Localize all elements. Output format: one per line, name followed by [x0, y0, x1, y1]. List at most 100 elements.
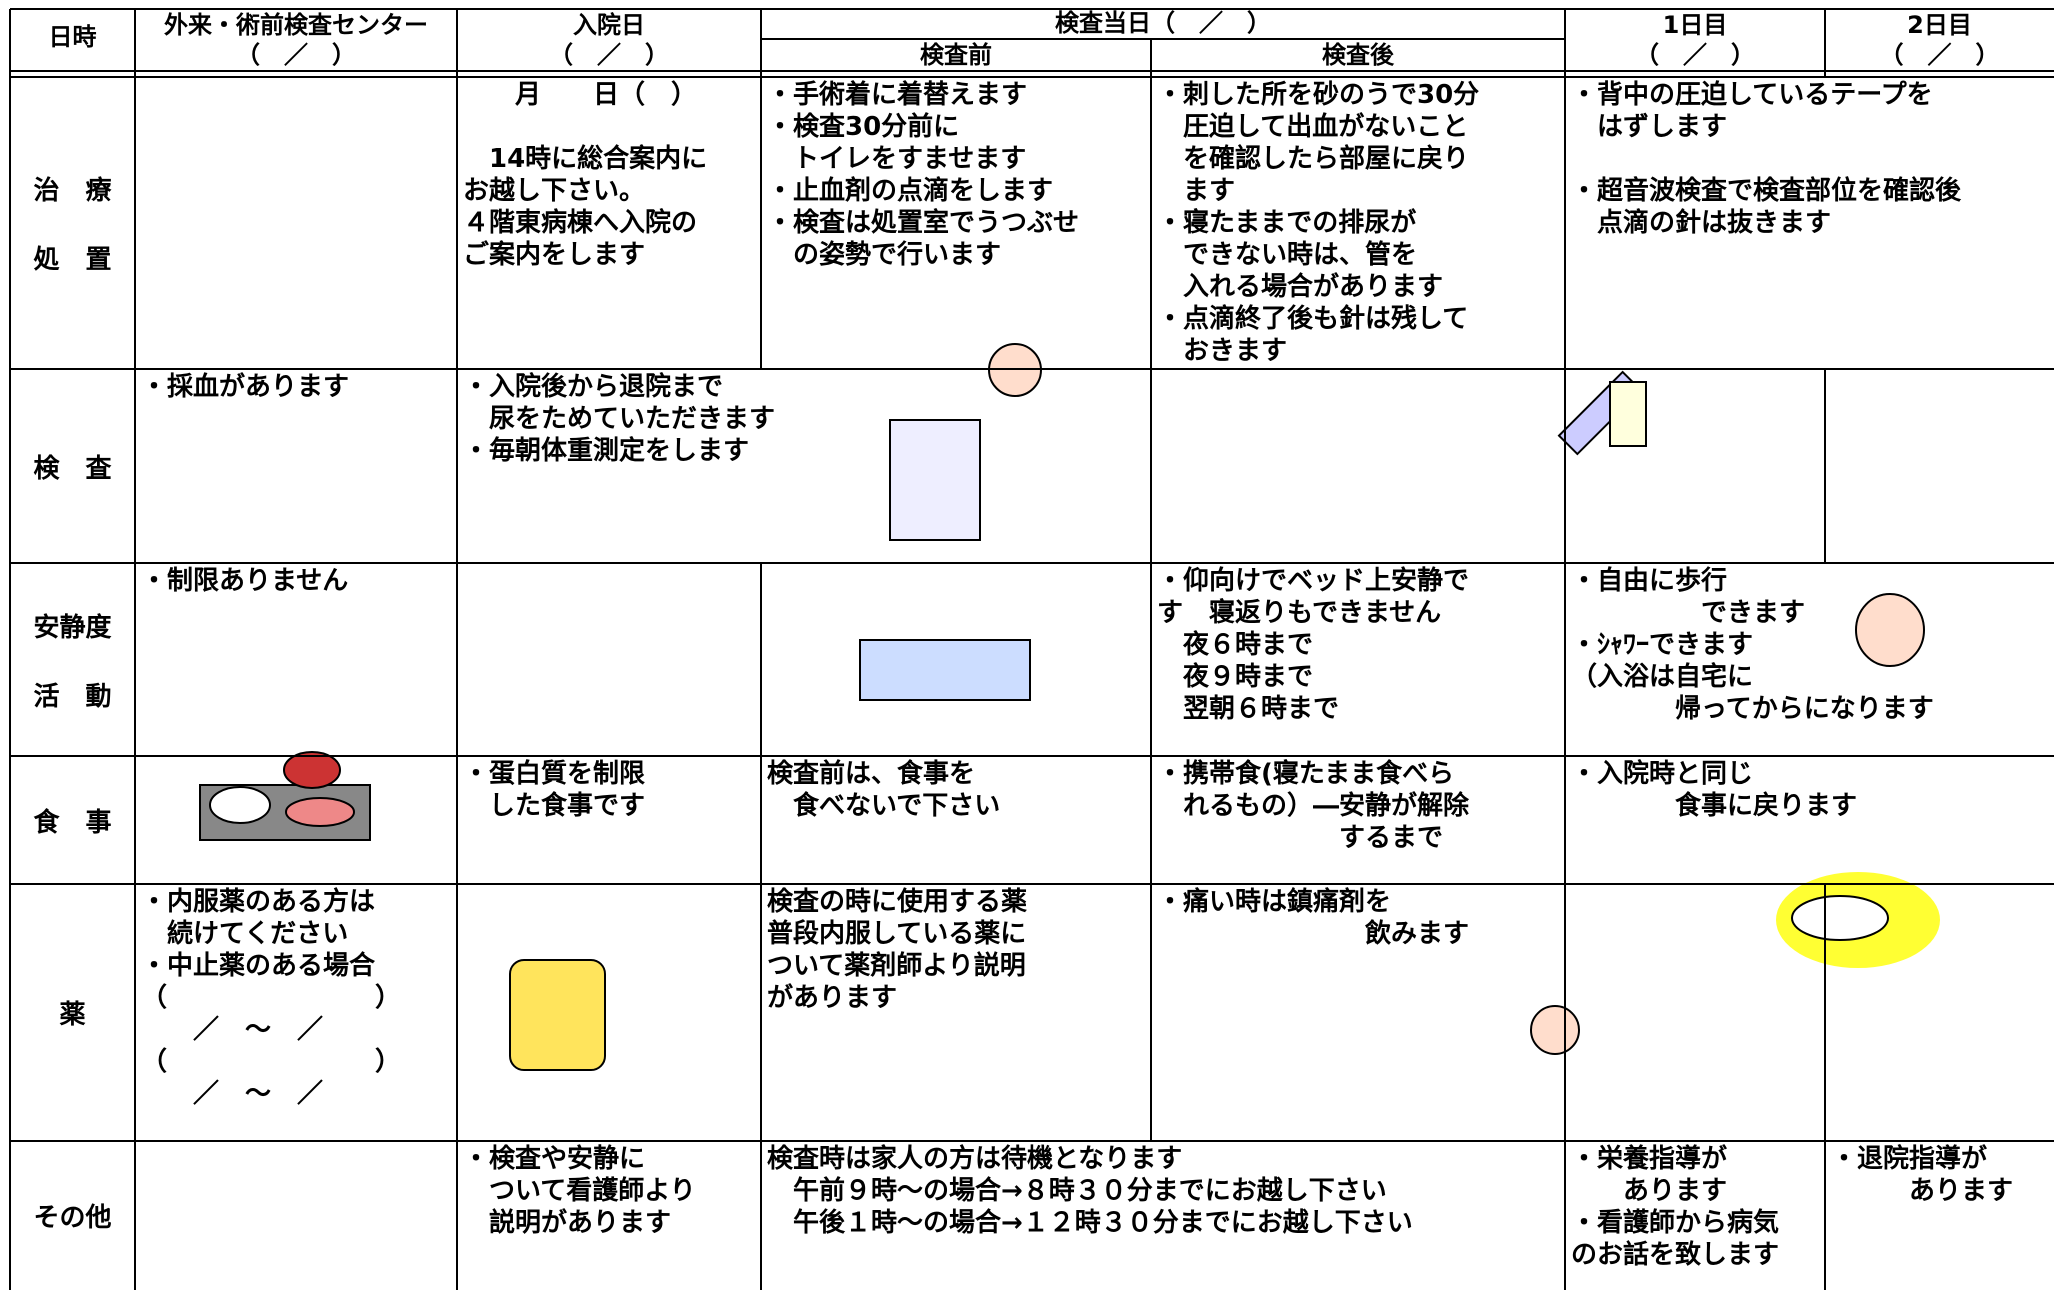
table-cell [1825, 884, 2054, 1141]
table-cell: 検査時は家人の方は待機となります 午前９時～の場合→８時３０分までにお越し下さい… [761, 1141, 1565, 1290]
fish-plate [285, 797, 355, 827]
cell-text: のお話を致します [1571, 1240, 1780, 1270]
table-cell: ・入院時と同じ 食事に戻ります [1565, 756, 2054, 884]
paragraph: 検査の時に使用する薬 普段内服している薬に ついて薬剤師より説明 があります [767, 886, 1145, 1014]
header-title: 外来・術前検査センター [164, 11, 428, 39]
row-label-line: 薬 [59, 1000, 86, 1030]
vial [1609, 381, 1647, 447]
child-shower [1855, 593, 1925, 667]
paragraph: 検査前は、食事を 食べないで下さい [767, 758, 1145, 822]
cell-text: 午後１時～の場合→１２時３０分までにお越し下さい [767, 1208, 1413, 1238]
table-cell: ・手術着に着替えます ・検査30分前に トイレをすませます ・止血剤の点滴をします・… [761, 77, 1151, 369]
cell-text: ・超音波検査で検査部位を確認後 [1571, 176, 1962, 206]
cell-text: あります [1831, 1176, 2014, 1206]
cell-text: ・刺した所を砂のうで30分 [1157, 80, 1480, 110]
cell-text: お越し下さい。 [463, 176, 646, 206]
table-cell: ・検査や安静に ついて看護師より 説明があります [457, 1141, 761, 1290]
cell-text: 食事に戻ります [1571, 791, 1858, 821]
header-date: （ ／ ） [1879, 41, 2000, 69]
table-cell: ・退院指導が あります [1825, 1141, 2054, 1290]
table-cell: ・背中の圧迫しているテープを はずします ・超音波検査で検査部位を確認後 点滴の針… [1565, 77, 2054, 369]
cell-text: ・毎朝体重測定をします [463, 436, 750, 466]
cell-text: 検査前は、食事を [767, 759, 976, 789]
paragraph: ・退院指導が あります [1831, 1143, 2048, 1207]
row-label: 治 療処 置 [10, 77, 135, 369]
cell-text: 普段内服している薬に [767, 919, 1027, 949]
cell-text: ・止血剤の点滴をします [767, 176, 1054, 206]
bed [859, 639, 1031, 701]
row-label: 安静度活 動 [10, 563, 135, 756]
soup-bowl [283, 751, 341, 789]
table-cell [1151, 369, 1565, 563]
illustrations [199, 343, 1940, 1071]
row-label-line: 検 査 [33, 453, 112, 484]
paragraph: 14時に総合案内に お越し下さい。 ４階東病棟へ入院の ご案内をします [463, 143, 755, 271]
cell-text: す 寝返りもできません [1157, 598, 1442, 628]
table-cell: ・刺した所を砂のうで30分 圧迫して出血がないこと を確認したら部屋に戻り ます… [1151, 77, 1565, 369]
table-cell [457, 884, 761, 1141]
cell-text: ・携帯食(寝たまま食べら [1157, 759, 1455, 789]
cell-text: があります [767, 983, 898, 1013]
cell-text: ・看護師から病気 [1571, 1208, 1780, 1238]
header-title: 検査当日（ ／ ） [1055, 9, 1271, 37]
person-head [1530, 1005, 1580, 1055]
cell-text: ・入院後から退院まで [463, 372, 724, 402]
cell-text: ・栄養指導が [1571, 1144, 1728, 1174]
cell-text: （ ） [141, 983, 402, 1013]
row-label-line: 食 事 [33, 807, 112, 838]
cell-text: するまで [1157, 823, 1444, 853]
cell-text: ついて看護師より [463, 1176, 696, 1206]
table-cell [135, 77, 457, 369]
cell-text: ・検査は処置室でうつぶせ [767, 208, 1080, 238]
cell-text: 夜９時まで [1157, 662, 1314, 692]
paragraph: ・自由に歩行 できます ・ｼｬﾜｰできます （入浴は自宅に 帰ってからになります [1571, 565, 2048, 725]
cell-text: ついて薬剤師より説明 [767, 951, 1026, 981]
cell-text: 説明があります [463, 1208, 672, 1238]
row-label-line: 治 療 [33, 176, 112, 206]
paragraph: 月 日（ ） [463, 79, 755, 111]
cell-text: ・仰向けでベッド上安静で [1157, 566, 1470, 596]
cell-text: ・寝たままでの排尿が [1157, 208, 1417, 238]
table-cell: ・入院後から退院まで 尿をためていただきます ・毎朝体重測定をします [457, 369, 1151, 563]
cell-text: 入れる場合があります [1157, 272, 1444, 302]
table-cell: ・栄養指導が あります ・看護師から病気 のお話を致します [1565, 1141, 1825, 1290]
cell-text: ご案内をします [463, 240, 646, 270]
table-cell [135, 1141, 457, 1290]
cell-text: ・手術着に着替えます [767, 80, 1028, 110]
cell-text: ・制限ありません [141, 566, 349, 596]
paragraph: ・背中の圧迫しているテープを はずします [1571, 79, 2048, 143]
header-title: 2日目 [1907, 11, 1972, 39]
cell-text: ます [1157, 176, 1236, 206]
table-cell: ・自由に歩行 できます ・ｼｬﾜｰできます （入浴は自宅に 帰ってからになります [1565, 563, 2054, 756]
cell-text: ４階東病棟へ入院の [463, 208, 698, 238]
table-cell: ・仰向けでベッド上安静です 寝返りもできません 夜６時まで 夜９時まで 翌朝６時… [1151, 563, 1565, 756]
table-cell: 検査前は、食事を 食べないで下さい [761, 756, 1151, 884]
cell-text: ・検査や安静に [463, 1144, 646, 1174]
paragraph: ・栄養指導が あります ・看護師から病気 のお話を致します [1571, 1143, 1819, 1271]
paragraph: ・採血があります [141, 371, 451, 403]
table-cell: ・携帯食(寝たまま食べら れるもの）―安静が解除 するまで [1151, 756, 1565, 884]
table-cell: ・採血があります [135, 369, 457, 563]
paragraph: ・刺した所を砂のうで30分 圧迫して出血がないこと を確認したら部屋に戻り ます… [1157, 79, 1559, 367]
header-date: （ ／ ） [236, 41, 356, 69]
header-title: 1日目 [1662, 11, 1728, 39]
table-cell: 検査の時に使用する薬 普段内服している薬に ついて薬剤師より説明 があります [761, 884, 1151, 1141]
paragraph: ・手術着に着替えます ・検査30分前に トイレをすませます ・止血剤の点滴をします・… [767, 79, 1145, 271]
paragraph: ・入院後から退院まで 尿をためていただきます ・毎朝体重測定をします [463, 371, 1145, 467]
cell-text: （入浴は自宅に [1571, 662, 1754, 692]
table-cell [1825, 369, 2054, 563]
cell-text: 続けてください [141, 919, 349, 949]
table-cell [135, 756, 457, 884]
cell-text: 尿をためていただきます [463, 404, 776, 434]
table-cell [1565, 369, 1825, 563]
header-subtitle: 検査後 [1322, 41, 1394, 69]
cell-text: れるもの）―安静が解除 [1157, 791, 1470, 821]
cell-text: ・背中の圧迫しているテープを [1571, 80, 1933, 110]
row-label: 検 査 [10, 369, 135, 563]
paragraph: ・入院時と同じ 食事に戻ります [1571, 758, 2048, 822]
cell-text: ・自由に歩行 [1571, 566, 1728, 596]
table-cell [761, 563, 1151, 756]
cell-text: 翌朝６時まで [1157, 694, 1340, 724]
table-cell: 月 日（ ） 14時に総合案内に お越し下さい。 ４階東病棟へ入院の ご案内をします [457, 77, 761, 369]
